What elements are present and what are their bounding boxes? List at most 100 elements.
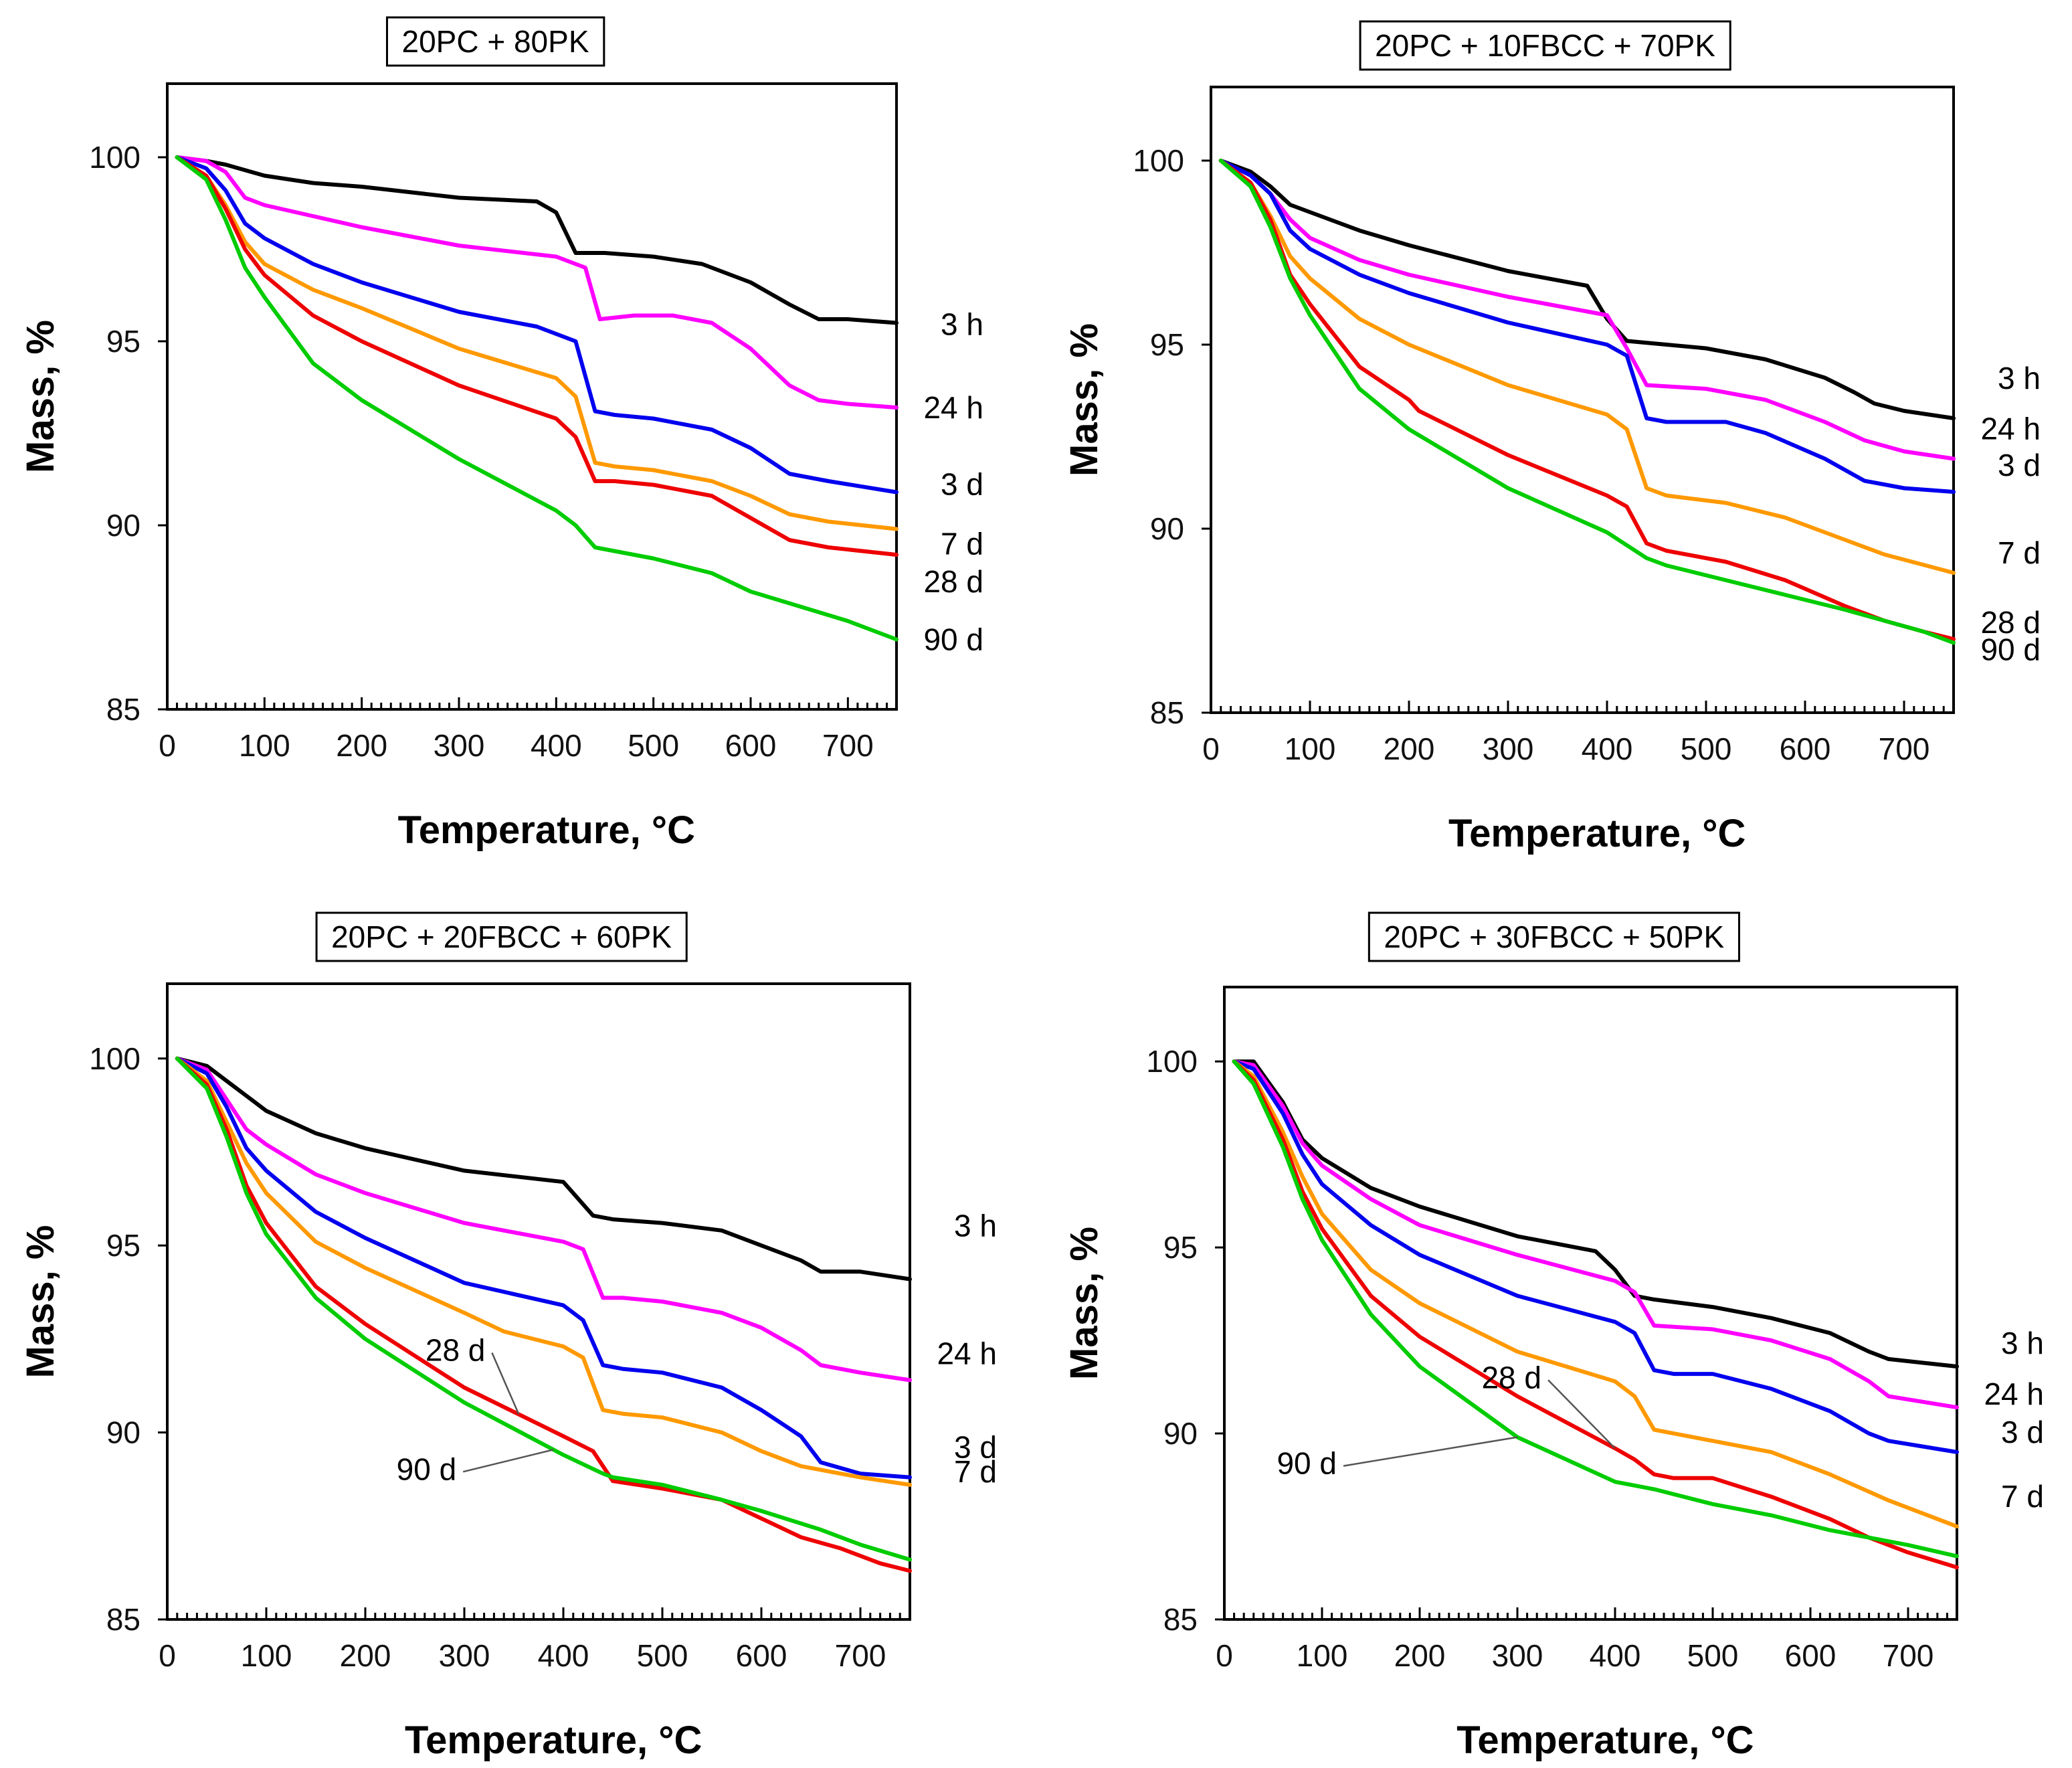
x-tick-label: 500 <box>628 728 679 763</box>
series-label-7-d: 7 d <box>954 1454 997 1489</box>
y-tick-label: 90 <box>106 508 140 543</box>
chart-20pc-20fbcc-60pk: 20PC + 20FBCC + 60PK 0 100 200 300 400 500 600 7… <box>19 911 997 1762</box>
x-tick-label: 400 <box>538 1638 589 1673</box>
y-tick-label: 95 <box>1163 1230 1198 1265</box>
series-line-90-d <box>1232 1059 1959 1559</box>
series-label-7-d: 7 d <box>941 527 983 561</box>
y-tick-label: 100 <box>89 1041 140 1076</box>
x-tick-label: 100 <box>1285 731 1336 766</box>
plot-area-frame <box>166 982 911 1621</box>
x-tick-label: 0 <box>159 1638 176 1673</box>
x-tick-label: 100 <box>1297 1638 1348 1673</box>
x-tick-label: 300 <box>434 728 485 763</box>
y-tick-label: 85 <box>106 692 140 727</box>
series-line-3-d <box>1232 1059 1959 1454</box>
series-line-24-h <box>175 1056 912 1383</box>
chart-title: 20PC + 30FBCC + 50PK <box>1384 919 1724 954</box>
chart-20pc-10fbcc-70pk: 20PC + 10FBCC + 70PK 0 100 200 300 400 500 600 7… <box>1062 20 2041 855</box>
series-label-3-h: 3 h <box>1998 361 2041 395</box>
series-label-7-d: 7 d <box>2001 1479 2044 1514</box>
y-tick-label: 90 <box>1163 1416 1198 1451</box>
x-tick-label: 0 <box>1202 731 1220 766</box>
series-label-3-h: 3 h <box>954 1208 997 1243</box>
series-line-7-d <box>175 1056 912 1487</box>
series-line-28-d <box>175 155 899 557</box>
series-line-3-d <box>1218 159 1956 494</box>
y-tick-label: 90 <box>106 1415 140 1450</box>
series-label-24-h: 24 h <box>923 390 983 425</box>
chart-panel-20pc-10fbcc-70pk: 20PC + 10FBCC + 70PK 0 100 200 300 400 500 600 7… <box>1044 0 2072 887</box>
y-axis-title: Mass, % <box>19 320 62 473</box>
series-label-90-d: 90 d <box>1980 632 2041 667</box>
series-label-28-d: 28 d <box>923 564 983 599</box>
x-tick-label: 500 <box>637 1638 688 1673</box>
x-tick-label: 400 <box>1582 731 1633 766</box>
x-axis-title: Temperature, °C <box>1448 812 1746 855</box>
x-tick-label: 700 <box>822 728 874 763</box>
x-tick-label: 0 <box>1216 1638 1233 1673</box>
chart-title-frame <box>1368 911 1740 962</box>
annotation-leader-90-d <box>462 1449 554 1473</box>
series-line-3-d <box>175 1056 912 1480</box>
series-line-3-h <box>175 1056 912 1281</box>
series-label-90-d: 90 d <box>923 622 983 657</box>
y-axis-title: Mass, % <box>1062 1227 1106 1380</box>
y-tick-label: 85 <box>1150 695 1184 730</box>
chart-title-frame <box>1359 20 1731 71</box>
x-tick-label: 200 <box>1384 731 1435 766</box>
y-tick-label: 90 <box>1150 511 1184 546</box>
series-label-3-h: 3 h <box>2001 1326 2044 1360</box>
series-line-3-d <box>175 155 899 495</box>
x-tick-label: 300 <box>1492 1638 1543 1673</box>
series-label-24-h: 24 h <box>937 1336 997 1371</box>
series-line-90-d <box>175 1056 912 1562</box>
x-tick-label: 300 <box>1483 731 1534 766</box>
series-line-3-h <box>1232 1059 1959 1368</box>
chart-20pc-80pk: 20PC + 80PK 0 100 200 300 400 500 600 700 85 90 95 1… <box>19 16 983 852</box>
annotation-leader-90-d <box>1343 1436 1518 1467</box>
chart-title: 20PC + 80PK <box>401 24 589 59</box>
plot-area-frame <box>1210 86 1955 714</box>
chart-title-box: 20PC + 30FBCC + 50PK <box>1368 911 1740 962</box>
chart-title: 20PC + 20FBCC + 60PK <box>331 919 672 954</box>
series-label-7-d: 7 d <box>1998 535 2041 570</box>
x-tick-label: 600 <box>1780 731 1831 766</box>
series-line-7-d <box>175 155 899 531</box>
chart-title: 20PC + 10FBCC + 70PK <box>1375 28 1715 63</box>
annotation-leader-28-d <box>491 1352 520 1415</box>
x-tick-label: 400 <box>531 728 582 763</box>
chart-panel-20pc-80pk: 20PC + 80PK 0 100 200 300 400 500 600 700 85 90 95 1… <box>0 0 1030 887</box>
series-line-7-d <box>1232 1059 1959 1528</box>
annotation-label-28-d: 28 d <box>426 1332 486 1367</box>
x-tick-label: 300 <box>439 1638 490 1673</box>
x-tick-label: 700 <box>1879 731 1930 766</box>
series-label-28-d: 28 d <box>1980 605 2041 640</box>
y-tick-label: 85 <box>1163 1602 1198 1637</box>
chart-title-frame <box>315 911 688 962</box>
series-label-3-d: 3 d <box>941 467 983 502</box>
annotation-leader-28-d <box>1547 1379 1616 1449</box>
y-axis-title: Mass, % <box>19 1225 62 1379</box>
x-axis-title: Temperature, °C <box>398 808 695 852</box>
y-axis-title: Mass, % <box>1062 323 1106 476</box>
x-tick-label: 100 <box>241 1638 292 1673</box>
x-axis-title: Temperature, °C <box>1456 1718 1754 1762</box>
series-label-24-h: 24 h <box>1984 1377 2044 1411</box>
series-label-3-d: 3 d <box>1998 448 2041 482</box>
annotation-label-90-d: 90 d <box>1277 1446 1337 1481</box>
chart-title-frame <box>385 16 605 67</box>
x-tick-label: 500 <box>1687 1638 1739 1673</box>
y-tick-label: 100 <box>89 140 140 175</box>
series-line-24-h <box>1232 1059 1959 1410</box>
annotation-label-90-d: 90 d <box>397 1451 457 1486</box>
series-line-7-d <box>1218 159 1956 575</box>
x-tick-label: 500 <box>1681 731 1732 766</box>
x-tick-label: 400 <box>1590 1638 1641 1673</box>
x-tick-label: 700 <box>835 1638 886 1673</box>
y-tick-label: 95 <box>1150 327 1184 362</box>
x-tick-label: 600 <box>725 728 777 763</box>
series-label-24-h: 24 h <box>1980 412 2041 446</box>
y-tick-label: 95 <box>106 324 140 359</box>
y-tick-label: 85 <box>106 1602 140 1637</box>
series-line-28-d <box>175 1056 912 1573</box>
